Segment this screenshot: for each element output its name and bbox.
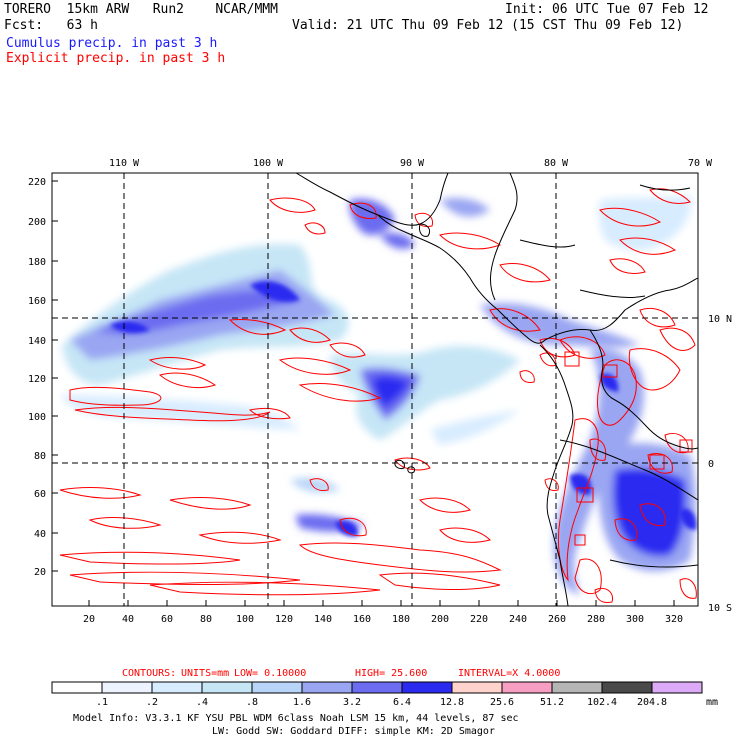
colorbar-bin bbox=[451, 681, 503, 694]
x-tick-label: 20 bbox=[83, 614, 95, 625]
colorbar-bin bbox=[151, 681, 203, 694]
colorbar-label: 102.4 bbox=[587, 697, 617, 708]
y-tick-label: 200 bbox=[28, 217, 46, 228]
colorbar-bin bbox=[501, 681, 553, 694]
colorbar-bin bbox=[301, 681, 353, 694]
x-tick-label: 240 bbox=[509, 614, 527, 625]
physics-info-line: LW: Godd SW: Goddard DIFF: simple KM: 2D… bbox=[212, 726, 495, 737]
axis-ticks bbox=[52, 180, 675, 606]
colorbar-label: .4 bbox=[196, 697, 208, 708]
y-tick-label: 40 bbox=[34, 529, 46, 540]
contours-low: LOW= 0.10000 bbox=[234, 668, 306, 679]
y-tick-label: 220 bbox=[28, 177, 46, 188]
plot-frame bbox=[51, 172, 699, 607]
x-tick-label: 280 bbox=[587, 614, 605, 625]
model-title: TORERO 15km ARW Run2 NCAR/MMM bbox=[4, 2, 278, 17]
colorbar-label: 6.4 bbox=[393, 697, 411, 708]
colorbar-label: 12.8 bbox=[440, 697, 464, 708]
y-tick-label: 180 bbox=[28, 257, 46, 268]
colorbar-bin bbox=[601, 681, 653, 694]
colorbar-bin bbox=[101, 681, 153, 694]
y-tick-label: 80 bbox=[34, 451, 46, 462]
lat-label-10s: 10 S bbox=[708, 603, 732, 614]
lon-label-80w: 80 W bbox=[544, 158, 569, 169]
lon-label-90w: 90 W bbox=[400, 158, 425, 169]
x-tick-label: 80 bbox=[200, 614, 212, 625]
contours-units: UNITS=mm bbox=[181, 668, 229, 679]
colorbar-label: .8 bbox=[246, 697, 258, 708]
colorbar-label: .1 bbox=[96, 697, 108, 708]
x-tick-label: 260 bbox=[548, 614, 566, 625]
coastlines bbox=[295, 173, 698, 606]
contours-interval: INTERVAL=X 4.0000 bbox=[458, 668, 560, 679]
explicit-precip-boxes bbox=[564, 351, 693, 546]
x-tick-label: 60 bbox=[161, 614, 173, 625]
x-tick-label: 320 bbox=[665, 614, 683, 625]
contours-high: HIGH= 25.600 bbox=[355, 668, 427, 679]
colorbar-label: 3.2 bbox=[343, 697, 361, 708]
colorbar bbox=[51, 681, 703, 694]
colorbar-bin bbox=[551, 681, 603, 694]
x-tick-label: 140 bbox=[314, 614, 332, 625]
x-tick-label: 100 bbox=[236, 614, 254, 625]
colorbar-bin bbox=[351, 681, 403, 694]
graticule bbox=[52, 173, 698, 606]
colorbar-unit: mm bbox=[706, 697, 718, 708]
y-tick-label: 60 bbox=[34, 489, 46, 500]
y-tick-label: 20 bbox=[34, 567, 46, 578]
lon-label-110w: 110 W bbox=[109, 158, 140, 169]
y-tick-label: 160 bbox=[28, 296, 46, 307]
colorbar-label: 204.8 bbox=[637, 697, 667, 708]
lat-label-0: 0 bbox=[708, 459, 714, 470]
y-tick-label: 120 bbox=[28, 374, 46, 385]
contours-label: CONTOURS: bbox=[122, 668, 176, 679]
y-tick-label: 100 bbox=[28, 412, 46, 423]
field-cumulus-label: Cumulus precip. in past 3 h bbox=[6, 36, 218, 51]
init-time: Init: 06 UTC Tue 07 Feb 12 bbox=[505, 2, 709, 17]
colorbar-label: 1.6 bbox=[293, 697, 311, 708]
colorbar-label: 25.6 bbox=[490, 697, 514, 708]
x-tick-label: 160 bbox=[353, 614, 371, 625]
colorbar-label: .2 bbox=[146, 697, 158, 708]
x-tick-label: 120 bbox=[275, 614, 293, 625]
lon-label-70w: 70 W bbox=[688, 158, 713, 169]
forecast-hour: Fcst: 63 h bbox=[4, 18, 98, 33]
x-tick-label: 200 bbox=[431, 614, 449, 625]
lat-label-10n: 10 N bbox=[708, 314, 732, 325]
x-tick-label: 40 bbox=[122, 614, 134, 625]
x-tick-label: 300 bbox=[626, 614, 644, 625]
field-explicit-label: Explicit precip. in past 3 h bbox=[6, 51, 226, 66]
colorbar-bin bbox=[401, 681, 453, 694]
x-tick-label: 220 bbox=[470, 614, 488, 625]
colorbar-bin bbox=[251, 681, 303, 694]
colorbar-label: 51.2 bbox=[540, 697, 564, 708]
y-tick-label: 140 bbox=[28, 336, 46, 347]
x-tick-label: 180 bbox=[392, 614, 410, 625]
model-info-line: Model Info: V3.3.1 KF YSU PBL WDM 6class… bbox=[73, 713, 519, 724]
colorbar-bin bbox=[201, 681, 253, 694]
colorbar-bin bbox=[651, 681, 703, 694]
valid-time: Valid: 21 UTC Thu 09 Feb 12 (15 CST Thu … bbox=[292, 18, 684, 33]
colorbar-bin bbox=[51, 681, 103, 694]
lon-label-100w: 100 W bbox=[253, 158, 284, 169]
